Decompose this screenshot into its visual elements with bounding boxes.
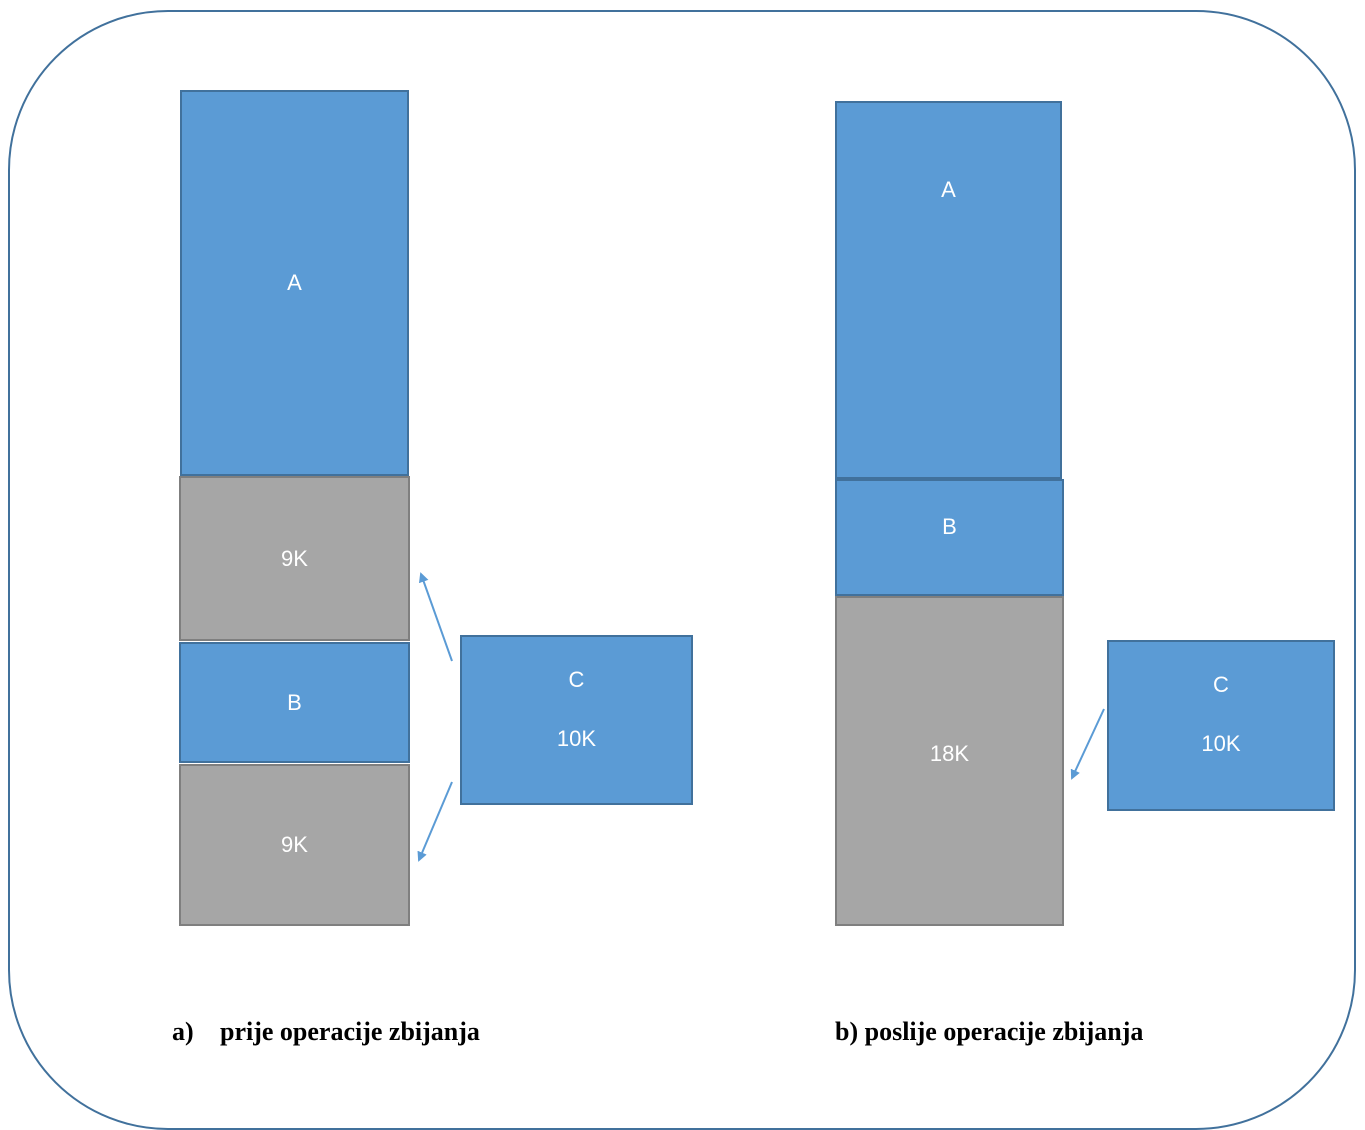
b-process-C: C 10K (1107, 640, 1335, 811)
b-arrow-to-free (1070, 708, 1105, 780)
caption-b-label: b) (835, 1017, 859, 1046)
caption-b: b) poslije operacije zbijanja (835, 1017, 1143, 1047)
a-arrow-to-bottom-free (417, 781, 453, 862)
b-free-label: 18K (929, 741, 970, 766)
a-arrow-to-top-free (418, 572, 453, 662)
b-block-A: A (835, 101, 1062, 479)
b-block-B-label: B (942, 513, 957, 539)
a-free-block-bottom: 9K (179, 764, 410, 926)
caption-a: a) prije operacije zbijanja (172, 1017, 480, 1047)
a-free-bottom-label: 9K (281, 832, 308, 857)
caption-a-label: a) (172, 1017, 194, 1046)
b-process-C-size: 10K (1201, 731, 1241, 756)
b-block-B: B (835, 479, 1064, 596)
a-block-B-label: B (287, 689, 302, 715)
a-block-A: A (180, 90, 409, 476)
a-process-C-size: 10K (556, 726, 597, 751)
a-free-block-top: 9K (179, 476, 410, 641)
a-block-A-label: A (287, 270, 302, 295)
a-free-top-label: 9K (281, 545, 308, 571)
caption-b-text: poslije operacije zbijanja (864, 1017, 1144, 1046)
caption-a-text: prije operacije zbijanja (220, 1017, 480, 1046)
b-free-block: 18K (835, 596, 1064, 926)
b-block-A-label: A (941, 177, 956, 202)
a-process-C-name: C (568, 667, 585, 692)
a-process-C: C 10K (460, 635, 693, 805)
arrows-layer (417, 572, 1105, 862)
b-process-C-name: C (1213, 672, 1229, 697)
memory-compaction-diagram: A 9K B 9K C 10K a) prije operacije zbijan… (8, 10, 1356, 1130)
a-block-B: B (179, 642, 410, 763)
